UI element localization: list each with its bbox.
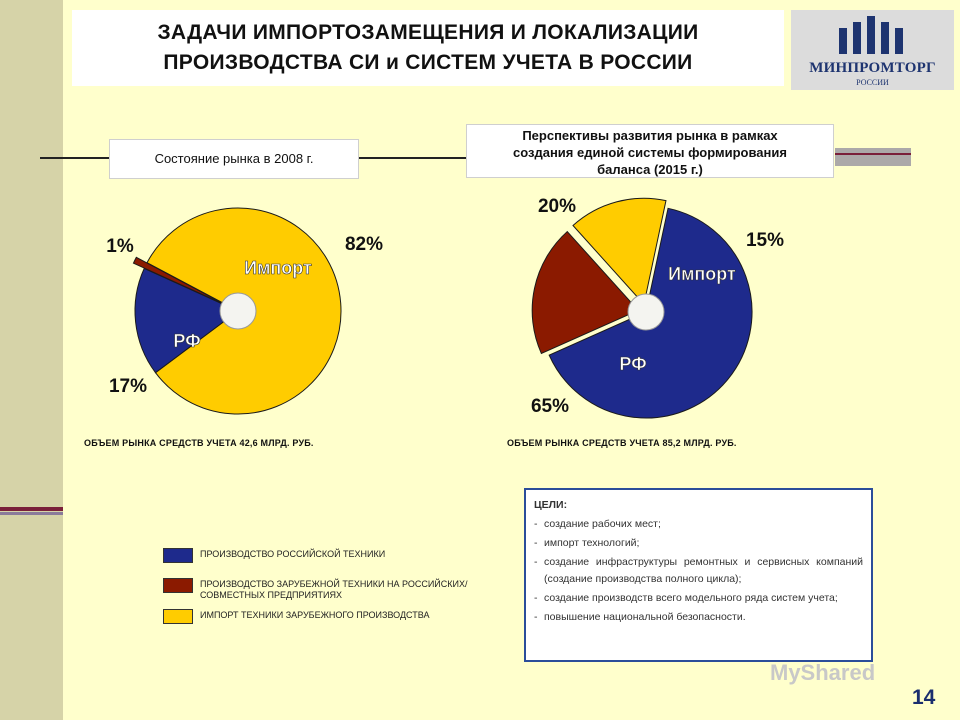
page-number: 14 (912, 686, 936, 709)
page-title: ЗАДАЧИ ИМПОРТОЗАМЕЩЕНИЯ И ЛОКАЛИЗАЦИИ ПР… (157, 21, 699, 74)
chart2-slice-label-1: РФ (619, 354, 646, 374)
chart1-footer: ОБЪЕМ РЫНКА СРЕДСТВ УЧЕТА 42,6 МЛРД. РУБ… (84, 438, 314, 448)
goal-item: - повышение национальной безопасности. (534, 611, 746, 623)
legend-label-import: ИМПОРТ ТЕХНИКИ ЗАРУБЕЖНОГО ПРОИЗВОДСТВА (200, 610, 430, 620)
chart2-value-label-1: 65% (531, 396, 569, 417)
caption-rule-middle (357, 157, 467, 159)
title-box: ЗАДАЧИ ИМПОРТОЗАМЕЩЕНИЯ И ЛОКАЛИЗАЦИИ ПР… (72, 10, 784, 86)
chart2-title: Перспективы развития рынка в рамках созд… (466, 124, 834, 178)
sidebar-divider (0, 507, 63, 511)
chart2-value-label-0: 15% (746, 230, 784, 251)
chart2-center-hole (627, 293, 665, 331)
legend-swatch-foreign-local (163, 578, 193, 593)
logo: МИНПРОМТОРГ РОССИИ (791, 10, 954, 90)
goals-title: ЦЕЛИ: (534, 499, 568, 511)
legend-label-foreign-local: ПРОИЗВОДСТВО ЗАРУБЕЖНОЙ ТЕХНИКИ НА РОССИ… (200, 579, 468, 600)
legend-swatch-rf (163, 548, 193, 563)
chart2-slice-0 (572, 197, 667, 306)
sidebar-divider-secondary (0, 512, 63, 515)
goal-item: - создание производств всего модельного р… (534, 592, 838, 604)
chart1-value-label-1: 17% (109, 376, 147, 397)
sidebar-band (0, 0, 63, 720)
chart1-slice-1 (134, 267, 239, 374)
chart1-value-label-0: 82% (345, 234, 383, 255)
goal-item: - импорт технологий; (534, 537, 640, 549)
goals-box: ЦЕЛИ: - создание рабочих мест; - импорт те… (524, 488, 873, 662)
chart2-slice-label-0: Импорт (668, 264, 736, 284)
chart1-slice-2 (132, 256, 228, 307)
watermark: MyShared (770, 660, 876, 685)
chart1-title: Состояние рынка в 2008 г. (109, 139, 359, 179)
logo-sub: РОССИИ (856, 78, 889, 87)
legend-swatch-import (163, 609, 193, 624)
legend-label-rf: ПРОИЗВОДСТВО РОССИЙСКОЙ ТЕХНИКИ (200, 549, 386, 559)
caption-stripe-right (835, 148, 911, 166)
logo-building-icon (839, 16, 903, 54)
caption-stripe-line (835, 153, 911, 155)
chart1-slice-label-0: Импорт (244, 258, 312, 278)
chart1-center-hole (219, 292, 257, 330)
chart2-value-label-2: 20% (538, 196, 576, 217)
goal-item: - создание инфраструктуры ремонтных и сер… (534, 556, 863, 585)
chart2-slice-2 (531, 230, 640, 355)
chart1-slice-label-1: РФ (173, 331, 200, 351)
caption-rule-left (40, 157, 110, 159)
logo-name: МИНПРОМТОРГ (809, 60, 936, 76)
chart2-footer: ОБЪЕМ РЫНКА СРЕДСТВ УЧЕТА 85,2 МЛРД. РУБ… (507, 438, 737, 448)
chart1-value-label-2: 1% (106, 236, 134, 257)
goal-item: - создание рабочих мест; (534, 518, 661, 530)
